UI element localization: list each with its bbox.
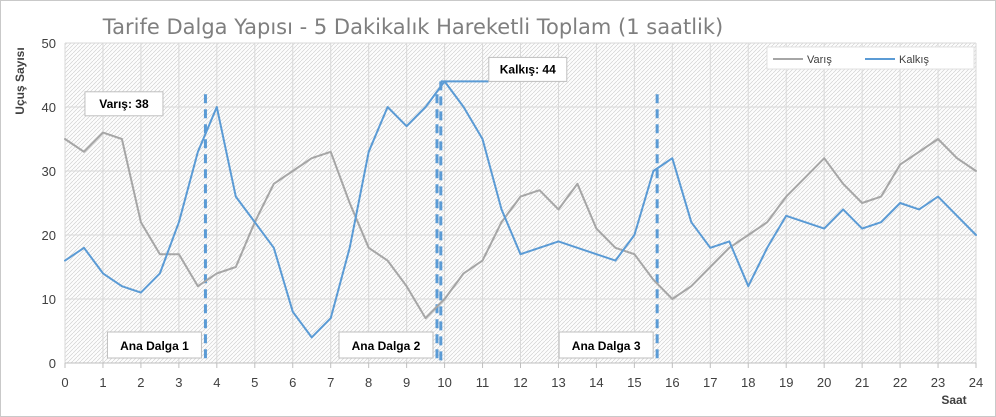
x-tick-label: 1: [99, 375, 106, 390]
x-tick-label: 7: [327, 375, 334, 390]
x-tick-label: 13: [551, 375, 565, 390]
legend: Varış Kalkış: [766, 46, 975, 70]
x-tick-label: 15: [627, 375, 641, 390]
wave-label: Ana Dalga 2: [352, 339, 421, 353]
x-tick-label: 4: [213, 375, 220, 390]
wave-label-box: [106, 331, 202, 359]
x-axis-label: Saat: [941, 393, 966, 407]
x-tick-label: 10: [437, 375, 451, 390]
y-tick-label: 20: [42, 228, 56, 243]
x-tick-label: 3: [175, 375, 182, 390]
callout-label: Varış: 38: [99, 97, 149, 111]
x-tick-label: 9: [403, 375, 410, 390]
x-tick-label: 18: [741, 375, 755, 390]
legend-label-kalkis: Kalkış: [899, 54, 929, 66]
x-tick-label: 23: [931, 375, 945, 390]
x-tick-label: 21: [855, 375, 869, 390]
callouts: Ana Dalga 1 Ana Dalga 2 Ana Dalga 3 Varış: …: [84, 56, 654, 363]
y-tick-label: 10: [42, 292, 56, 307]
wave-label: Ana Dalga 1: [120, 339, 189, 353]
chart-title: Tarife Dalga Yapısı - 5 Dakikalık Hareke…: [102, 15, 723, 39]
y-axis-ticks: 0 10 20 30 40 50: [42, 36, 56, 371]
x-tick-label: 17: [703, 375, 717, 390]
x-tick-label: 16: [665, 375, 679, 390]
x-tick-label: 24: [969, 375, 983, 390]
x-tick-label: 20: [817, 375, 831, 390]
y-tick-label: 0: [49, 356, 56, 371]
wave-label: Ana Dalga 3: [572, 339, 641, 353]
x-tick-label: 22: [893, 375, 907, 390]
legend-label-varis: Varış: [807, 54, 832, 66]
series-line-varis: [64, 131, 977, 320]
series-line-kalkis: [64, 80, 977, 339]
x-tick-label: 12: [513, 375, 527, 390]
y-tick-label: 30: [42, 164, 56, 179]
y-tick-label: 50: [42, 36, 56, 51]
x-tick-label: 2: [137, 375, 144, 390]
callout-label: Kalkış: 44: [500, 62, 556, 76]
callout-box: [84, 91, 164, 117]
x-tick-label: 11: [476, 375, 490, 390]
series-lines: [64, 80, 977, 339]
y-axis-label: Uçuş Sayısı: [13, 47, 27, 114]
x-tick-label: 0: [61, 375, 68, 390]
x-axis-ticks: 0 1 2 3 4 5 6 7 8 9 10 11 12 13 14 15 16 17 18 19 20 21 22 23 24: [61, 362, 983, 390]
x-tick-label: 8: [365, 375, 372, 390]
wave-label-box: [558, 331, 654, 359]
y-tick-label: 40: [42, 100, 56, 115]
wave-label-box: [338, 331, 434, 359]
callout-box: [488, 56, 568, 82]
x-tick-label: 19: [779, 375, 793, 390]
x-tick-label: 5: [251, 375, 258, 390]
x-tick-label: 14: [589, 375, 603, 390]
x-tick-label: 6: [289, 375, 296, 390]
